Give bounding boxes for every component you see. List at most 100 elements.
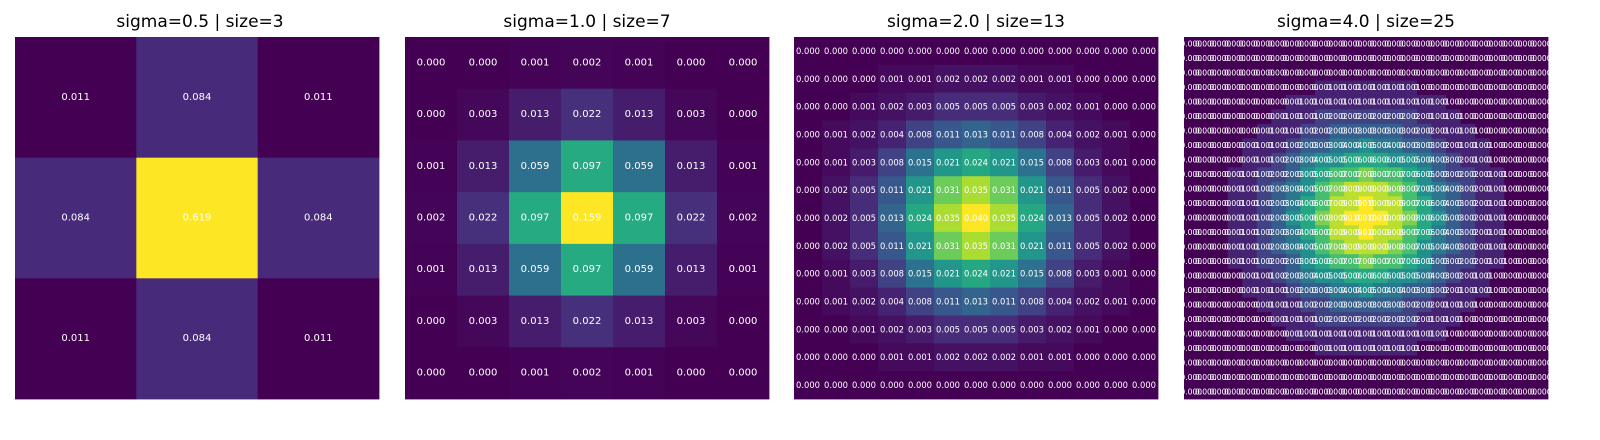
heatmap-cell [1300,225,1316,241]
heatmap-cell [1271,268,1287,284]
cell-value-label: 0.005 [1297,170,1319,179]
cell-value-label: 0.008 [1048,269,1072,279]
cell-value-label: 0.097 [625,213,654,224]
heatmap-cell [1475,123,1491,139]
heatmap-cell [1446,297,1462,313]
heatmap-cell [1431,254,1447,270]
heatmap-cell [1198,370,1214,385]
cell-value-label: 0.000 [1442,54,1464,63]
cell-value-label: 0.001 [1268,315,1290,324]
heatmap-cell [1256,65,1272,81]
heatmap-cell [1074,371,1103,400]
heatmap-cell [1504,254,1520,270]
heatmap-cell [878,37,907,66]
cell-value-label: 0.000 [1104,74,1128,84]
cell-value-label: 0.001 [1355,83,1377,92]
heatmap-cell [1074,148,1103,177]
heatmap-cell [1387,326,1403,342]
cell-value-label: 0.000 [1132,157,1156,167]
heatmap-cell [405,243,458,296]
cell-value-label: 0.000 [1530,228,1552,237]
cell-value-label: 0.003 [1297,141,1319,150]
heatmap-cell [906,176,935,205]
cell-value-label: 0.005 [1384,271,1406,280]
cell-value-label: 0.000 [1530,199,1552,208]
heatmap-cell [1387,94,1403,110]
heatmap-cell [1446,181,1462,197]
heatmap-cell [1431,181,1447,197]
cell-value-label: 0.006 [1355,156,1377,165]
heatmap-cell [1460,210,1476,226]
heatmap-cell [1213,181,1229,197]
heatmap-cell [1431,123,1447,139]
heatmap-cell [1431,225,1447,241]
heatmap-cell [1184,370,1199,385]
cell-value-label: 0.008 [1020,129,1044,139]
cell-value-label: 0.000 [1297,387,1319,396]
heatmap-cell [1329,123,1345,139]
heatmap-cell [1373,123,1389,139]
cell-value-label: 0.097 [573,264,602,275]
cell-value-label: 0.000 [1530,358,1552,367]
heatmap-cell [1518,239,1534,255]
heatmap-cell [1271,123,1287,139]
heatmap-cell [1416,152,1432,168]
cell-value-label: 0.000 [1457,40,1479,49]
cell-value-label: 0.059 [625,161,654,172]
cell-value-label: 0.000 [1515,112,1537,121]
cell-value-label: 0.001 [1457,271,1479,280]
heatmap-cell [1344,384,1360,400]
heatmap-cell [990,371,1019,400]
cell-value-label: 0.000 [1210,271,1232,280]
heatmap-cell [1358,51,1374,67]
cell-value-label: 0.000 [1515,242,1537,251]
heatmap-cell [1460,341,1476,356]
heatmap-cell [1213,123,1229,139]
cell-value-label: 0.021 [1020,185,1044,195]
heatmap-cell [1475,94,1491,110]
heatmap-cell [1285,341,1301,356]
cell-value-label: 0.000 [1224,69,1246,78]
heatmap-cell [1315,123,1330,139]
heatmap-cell [1416,65,1432,81]
cell-value-label: 0.000 [1224,127,1246,136]
heatmap-cell [1402,94,1418,110]
cell-value-label: 0.000 [1486,315,1508,324]
cell-value-label: 0.000 [1486,54,1508,63]
cell-value-label: 0.005 [1326,156,1348,165]
cell-value-label: 0.001 [1370,98,1392,107]
cell-value-label: 0.000 [1180,271,1202,280]
cell-value-label: 0.001 [1076,324,1100,334]
heatmap-cell [1460,297,1476,313]
cell-value-label: 0.000 [1195,329,1217,338]
cell-value-label: 0.009 [1326,214,1348,223]
cell-value-label: 0.001 [1268,300,1290,309]
heatmap-cell [1242,210,1258,226]
cell-value-label: 0.000 [1515,300,1537,309]
cell-value-label: 0.024 [1020,213,1044,223]
cell-value-label: 0.003 [852,157,876,167]
cell-value-label: 0.000 [1224,387,1246,396]
cell-value-label: 0.001 [1268,141,1290,150]
cell-value-label: 0.035 [992,213,1016,223]
cell-value-label: 0.005 [1413,257,1435,266]
cell-value-label: 0.008 [880,157,904,167]
heatmap-cell [1460,312,1476,327]
cell-value-label: 0.000 [1515,214,1537,223]
cell-value-label: 0.003 [1442,228,1464,237]
heatmap-cell [990,176,1019,205]
heatmap-cell [1489,65,1505,81]
heatmap-cell [990,120,1019,149]
heatmap-cell [906,92,935,121]
cell-value-label: 0.000 [1253,358,1275,367]
heatmap-cell [1518,37,1534,52]
cell-value-label: 0.000 [1210,98,1232,107]
heatmap-cell [1046,343,1075,372]
cell-value-label: 0.000 [1224,98,1246,107]
cell-value-label: 0.000 [1515,286,1537,295]
cell-value-label: 0.000 [1472,69,1494,78]
heatmap-cell [934,92,963,121]
heatmap-cell [1475,341,1491,356]
heatmap-cell [1184,254,1199,270]
cell-value-label: 0.003 [1282,156,1304,165]
